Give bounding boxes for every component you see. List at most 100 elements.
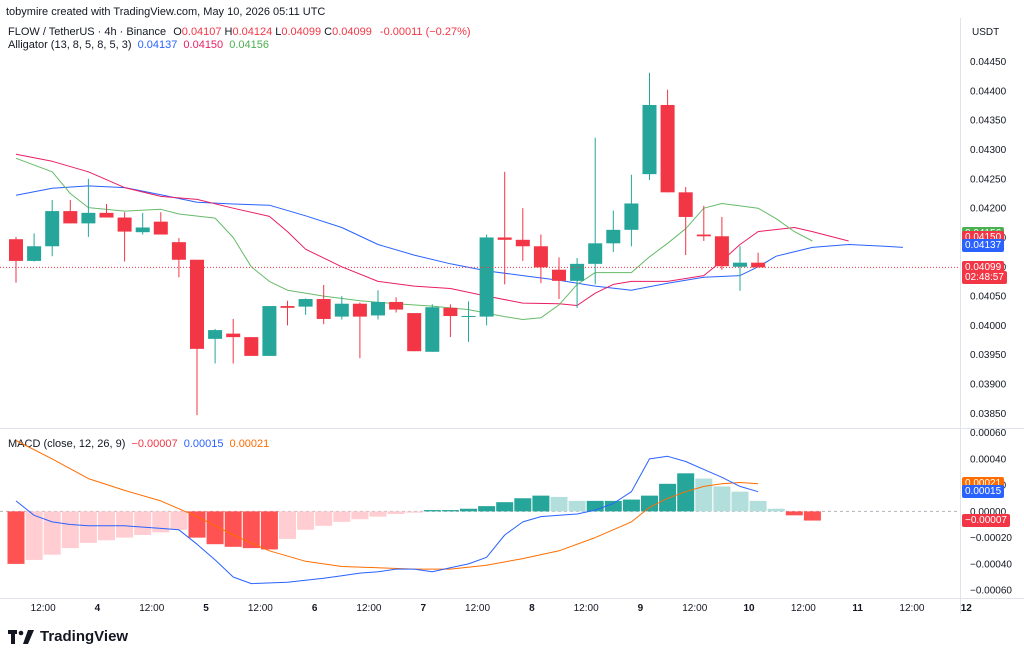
macd-histogram-bar (785, 511, 803, 516)
price-axis-tick: 0.04000 (970, 321, 1007, 332)
macd-histogram-bar (749, 500, 767, 512)
macd-histogram-bar (7, 511, 25, 564)
time-axis-tick: 12:00 (899, 603, 924, 614)
created-by: tobymire created with TradingView.com, M… (6, 6, 326, 18)
candle-body (696, 234, 711, 237)
macd-histogram-bar (242, 511, 260, 549)
ohlc-key-L: L (275, 26, 282, 38)
ohlc-values: O0.04107 H0.04124 L0.04099 C0.04099 (173, 26, 375, 38)
time-axis-tick: 12:00 (248, 603, 273, 614)
macd-histogram-bar (423, 510, 441, 512)
price-axis-tick: 0.04200 (970, 204, 1007, 215)
macd-histogram-bar (677, 473, 695, 512)
price-axis-tick: 0.04450 (970, 57, 1007, 68)
symbol-legend[interactable]: FLOW / TetherUS · 4h · Binance O0.04107 H… (8, 26, 471, 38)
price-axis-tick: 0.04400 (970, 86, 1007, 97)
alligator-jaw-line (15, 185, 903, 291)
candle-body (552, 269, 566, 281)
candle-body (371, 301, 385, 316)
candle-body (407, 313, 422, 352)
macd-histogram-bar (622, 499, 640, 512)
macd-histogram-bar (532, 495, 550, 512)
candle-body (153, 221, 168, 235)
time-axis-tick: 12:00 (682, 603, 707, 614)
alligator-lips-value: 0.04156 (229, 39, 269, 51)
price-change: -0.00011 (−0.27%) (379, 26, 471, 38)
candle-body (81, 212, 96, 224)
candle-body (298, 299, 313, 307)
candle-body (45, 211, 60, 247)
macd-histogram-bar (61, 511, 79, 549)
time-axis-tick: 8 (529, 603, 535, 614)
time-axis-tick: 11 (852, 603, 863, 614)
macd-histogram-bar (460, 508, 477, 512)
macd-histogram-bar (641, 495, 658, 512)
macd-histogram-bar (586, 500, 604, 512)
candle-body (624, 203, 639, 230)
macd-histogram-bar (441, 510, 459, 512)
time-axis-tick: 5 (203, 603, 209, 614)
macd-histogram-bar (514, 498, 532, 512)
ohlc-value-L: 0.04099 (281, 26, 322, 38)
macd-axis-tick: 0.00060 (970, 428, 1007, 439)
candle-body (588, 243, 603, 264)
candle-body (244, 337, 259, 356)
alligator-legend[interactable]: Alligator (13, 8, 5, 8, 5, 3) 0.04137 0.… (8, 39, 269, 51)
candle-body (135, 227, 150, 233)
macd-histogram-bar (134, 511, 152, 535)
candle-body (190, 259, 204, 349)
price-axis-label: 0.04099 (962, 260, 1005, 274)
candle-body (27, 246, 42, 261)
price-axis-tick: 0.03900 (970, 380, 1007, 391)
candle-body (479, 237, 494, 317)
macd-hist-value: −0.00007 (131, 438, 178, 450)
price-axis-tick: 0.04350 (970, 116, 1007, 127)
candle-body (208, 330, 223, 339)
macd-histogram-bar (803, 511, 821, 521)
candle-body (352, 303, 367, 317)
macd-histogram-bar (713, 486, 731, 512)
macd-histogram-bar (188, 511, 206, 538)
time-axis-tick: 4 (95, 603, 101, 614)
macd-axis-tick: 0.00040 (970, 454, 1007, 465)
ohlc-value-H: 0.04124 (232, 26, 273, 38)
candle-body (660, 104, 675, 193)
time-axis-tick: 9 (638, 603, 644, 614)
macd-signal-value: 0.00021 (229, 438, 270, 450)
candle-body (280, 306, 295, 308)
alligator-lips-line (15, 157, 813, 320)
candle-body (733, 262, 747, 267)
time-axis-tick: 12:00 (574, 603, 599, 614)
macd-axis-tick: −0.00020 (970, 533, 1012, 544)
macd-axis-label: 0.00015 (962, 485, 1005, 499)
symbol-title: FLOW / TetherUS · 4h · Binance (8, 26, 167, 38)
macd-histogram-bar (604, 500, 622, 512)
candle-body (425, 307, 440, 352)
macd-legend[interactable]: MACD (close, 12, 26, 9) −0.00007 0.00015… (8, 438, 269, 450)
macd-histogram-bar (260, 511, 278, 550)
macd-histogram-bar (496, 502, 514, 512)
time-axis-tick: 10 (743, 603, 755, 614)
candle-body (334, 303, 349, 317)
time-axis-tick: 12:00 (465, 603, 490, 614)
macd-histogram-bar (405, 511, 423, 513)
macd-histogram-bar (79, 511, 97, 543)
macd-histogram-bar (279, 511, 296, 539)
alligator-jaw-value: 0.04137 (137, 39, 178, 51)
macd-line (15, 455, 759, 585)
price-axis-tick: 0.03850 (970, 409, 1007, 420)
time-axis-tick: 12:00 (791, 603, 816, 614)
macd-histogram-bar (224, 511, 242, 547)
macd-axis-label: −0.00007 (962, 514, 1010, 528)
candle-body (515, 239, 530, 247)
time-axis-tick: 12:00 (139, 603, 164, 614)
time-axis-tick: 6 (312, 603, 318, 614)
macd-histogram-bar (767, 508, 785, 512)
candle-body (389, 301, 404, 310)
candle-body (678, 192, 693, 217)
macd-histogram-bar (152, 511, 170, 533)
time-axis-tick: 12:00 (31, 603, 56, 614)
candle-body (9, 239, 23, 261)
macd-histogram-bar (170, 511, 188, 530)
